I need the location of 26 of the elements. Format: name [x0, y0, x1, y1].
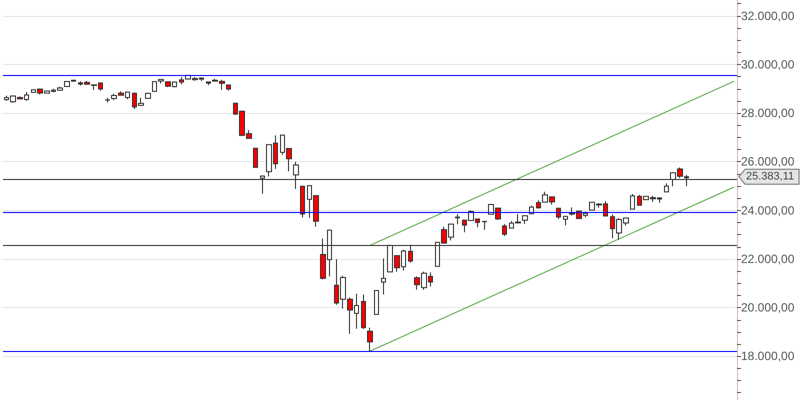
candlestick: [630, 193, 635, 210]
candlestick: [374, 290, 379, 315]
y-tick-label: 22.000,00: [741, 252, 795, 266]
y-tick-label: 24.000,00: [741, 203, 795, 218]
y-tick-label: 18.000,00: [741, 349, 795, 364]
candlestick: [367, 327, 373, 352]
candlestick: [226, 84, 231, 91]
candlestick: [482, 220, 487, 230]
candlestick: [563, 216, 568, 226]
candlestick: [179, 76, 184, 85]
candlestick: [502, 224, 507, 237]
candlestick: [522, 214, 528, 225]
candlestick: [300, 186, 305, 218]
y-tick-label: 26.000,00: [741, 154, 795, 169]
y-tick-label: 28.000,00: [741, 106, 795, 120]
text: 25.383,11: [746, 170, 794, 183]
candlestick: [361, 294, 366, 330]
candlestick: [664, 182, 669, 193]
y-tick-label: 20.000,00: [741, 300, 795, 315]
y-tick-label: 30.000,00: [741, 57, 795, 72]
candlestick: [381, 258, 386, 296]
candlestick: [253, 148, 258, 168]
candlestick: [455, 214, 460, 225]
candlestick: [105, 97, 110, 103]
y-tick-label: 32.000,00: [741, 8, 795, 23]
candlestick: [145, 92, 151, 99]
